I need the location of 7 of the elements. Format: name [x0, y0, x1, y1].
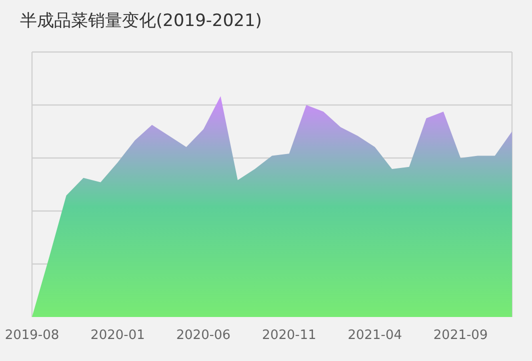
x-tick-label: 2021-04	[348, 328, 402, 343]
x-tick-label: 2020-11	[262, 328, 316, 343]
chart-title: 半成品菜销量变化(2019-2021)	[20, 11, 262, 31]
x-tick-label: 2020-01	[90, 328, 145, 343]
x-tick-label: 2020-06	[176, 328, 231, 343]
x-tick-label: 2021-09	[433, 328, 488, 343]
x-tick-label: 2019-08	[4, 328, 60, 343]
